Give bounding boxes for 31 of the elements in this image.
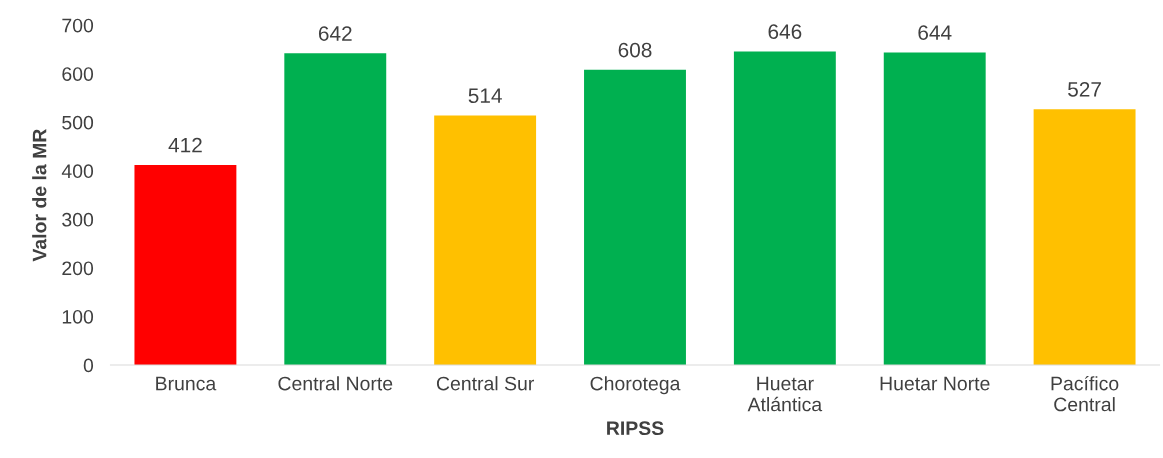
bar: [284, 53, 387, 366]
data-label: 514: [468, 88, 502, 104]
data-label: 644: [918, 25, 952, 40]
x-axis-title: RIPSS: [607, 421, 664, 436]
x-tick-label: Chorotega: [590, 376, 681, 395]
bar: [1033, 109, 1136, 366]
data-label: 646: [768, 24, 802, 39]
y-tick-label: 700: [62, 18, 94, 33]
x-tick-label: Pacífico Central: [1051, 375, 1119, 412]
y-axis-title: Valor de la MR: [32, 129, 47, 262]
x-tick-label: Huetar Norte: [880, 376, 990, 391]
bar: [134, 165, 237, 366]
x-tick-label: Brunca: [156, 376, 217, 391]
data-label: 608: [618, 42, 652, 58]
x-tick-label: Central Sur: [436, 376, 534, 391]
x-tick-label: Huetar Atlántica: [747, 376, 823, 412]
data-label: 527: [1068, 81, 1101, 97]
y-tick-label: 300: [62, 212, 94, 227]
data-label: 412: [168, 137, 202, 153]
data-label: 642: [318, 26, 352, 41]
y-tick-label: 100: [62, 309, 94, 324]
bar: [434, 115, 537, 366]
y-tick-label: 600: [62, 67, 94, 81]
y-tick-label: 400: [61, 164, 94, 179]
y-tick-label: 500: [62, 115, 94, 130]
y-tick-label: 200: [62, 261, 94, 276]
y-tick-label: 0: [83, 358, 94, 373]
bar: [733, 51, 836, 366]
x-tick-label: Central Norte: [278, 376, 393, 391]
bar: [584, 69, 686, 366]
bar: [883, 52, 986, 366]
